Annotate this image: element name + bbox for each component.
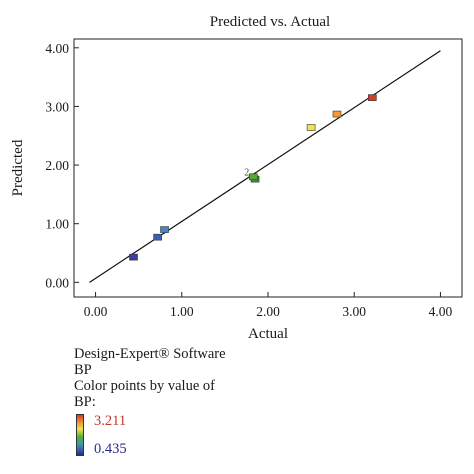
y-tick-label: 0.00 xyxy=(45,275,69,290)
replicate-label: 2 xyxy=(244,167,249,178)
data-point xyxy=(249,173,258,181)
legend-color-caption: Color points by value of xyxy=(74,378,215,394)
y-tick-label: 4.00 xyxy=(45,41,69,56)
data-point xyxy=(129,253,138,261)
y-tick-label: 2.00 xyxy=(45,158,69,173)
color-gradient-bar xyxy=(76,414,84,456)
color-scale: 3.211 0.435 xyxy=(76,413,276,458)
data-point xyxy=(368,94,377,101)
reference-line xyxy=(89,50,441,283)
legend-response: BP xyxy=(74,362,92,378)
legend: Design-Expert® Software BP Color points … xyxy=(74,346,226,410)
data-point xyxy=(153,233,162,241)
x-tick-label: 2.00 xyxy=(256,304,280,319)
color-scale-min: 0.435 xyxy=(94,441,127,457)
data-point xyxy=(306,124,316,131)
y-tick-label: 3.00 xyxy=(45,99,69,114)
y-tick-label: 1.00 xyxy=(45,217,69,232)
x-tick-label: 3.00 xyxy=(342,304,366,319)
chart-title: Predicted vs. Actual xyxy=(210,14,330,30)
axis-ticks: 0.00 1.00 2.00 3.00 4.00 0.00 1.00 2.00 3.00 4.00 xyxy=(45,41,452,319)
x-axis-label: Actual xyxy=(248,326,288,342)
data-points xyxy=(129,94,377,261)
legend-software: Design-Expert® Software xyxy=(74,346,226,362)
data-point xyxy=(332,110,342,118)
x-tick-label: 1.00 xyxy=(170,304,194,319)
x-tick-label: 0.00 xyxy=(84,304,108,319)
color-scale-max: 3.211 xyxy=(94,413,127,429)
y-axis-label: Predicted xyxy=(10,139,26,196)
legend-color-variable: BP: xyxy=(74,394,96,410)
data-point xyxy=(160,226,169,233)
x-tick-label: 4.00 xyxy=(429,304,453,319)
